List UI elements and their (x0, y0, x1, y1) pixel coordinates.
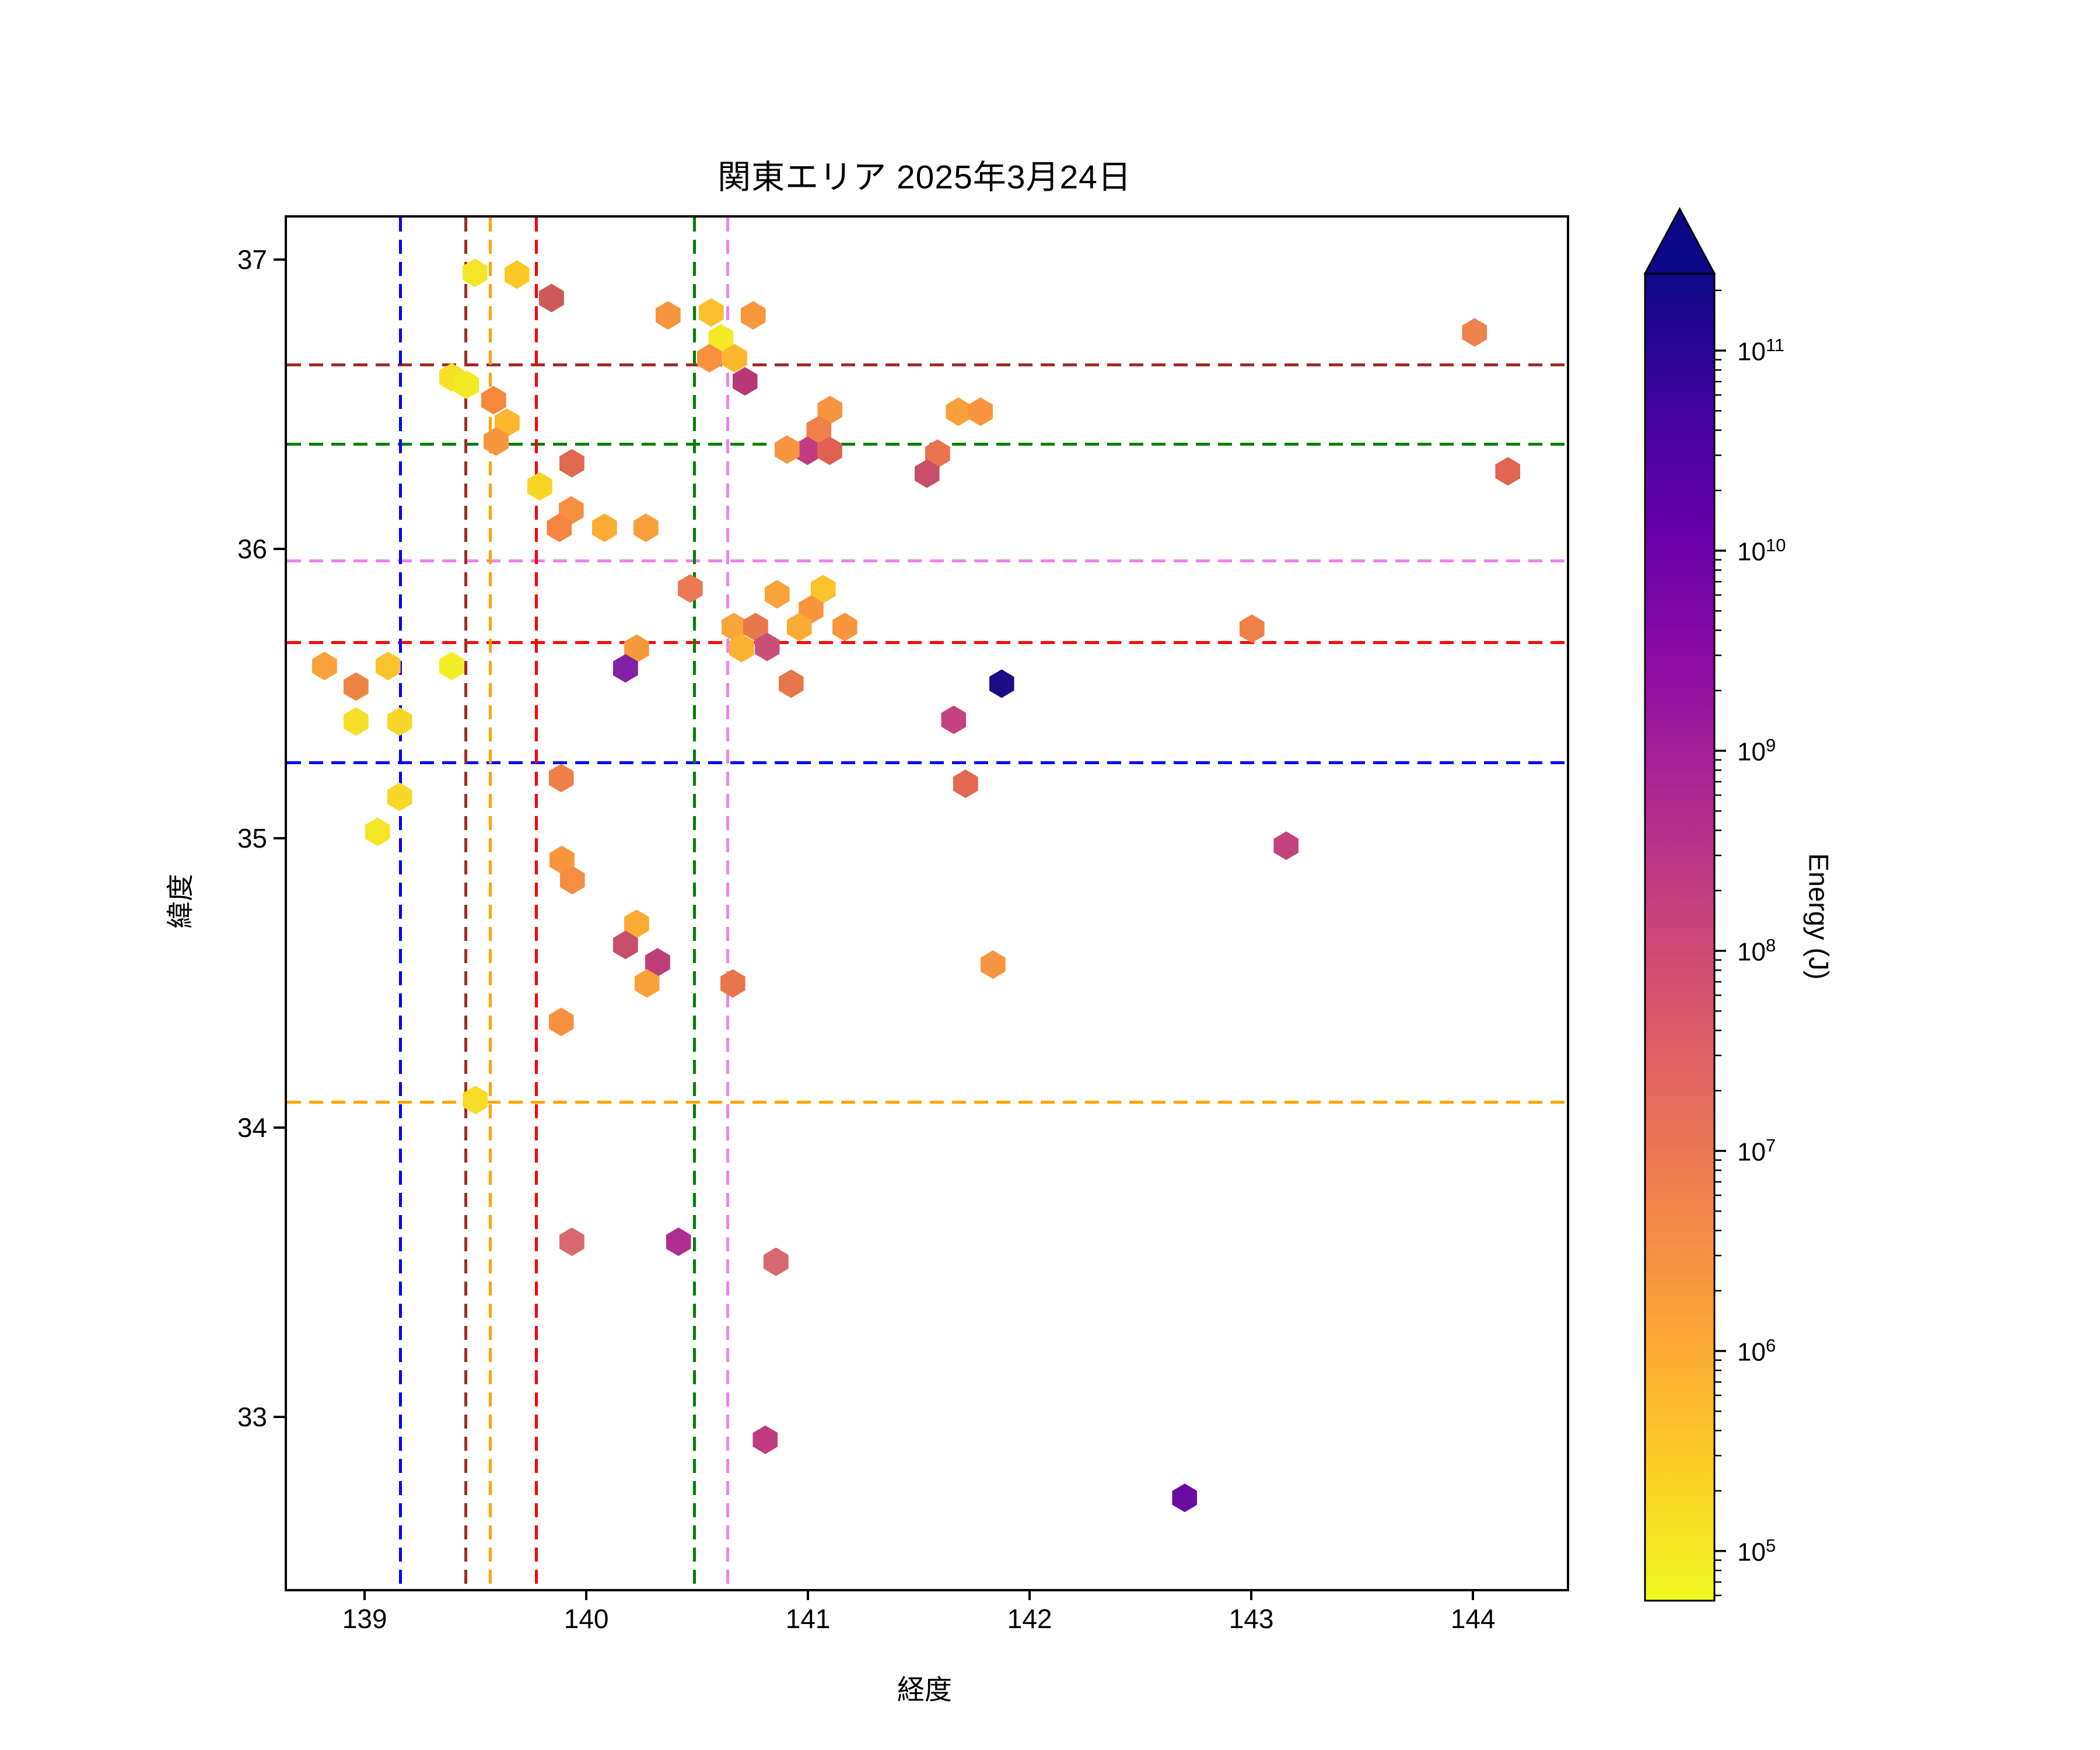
colorbar-extend-arrow (1644, 206, 1716, 275)
colorbar-tick-label: 108 (1737, 935, 1776, 967)
data-point-hexagon (592, 513, 617, 542)
colorbar-tick-label: 1011 (1737, 335, 1785, 366)
data-point-hexagon (698, 298, 724, 327)
reference-line-vertical-green (692, 218, 696, 1589)
y-tick-label: 35 (237, 822, 267, 853)
y-tick-label: 34 (237, 1112, 267, 1143)
data-point-hexagon (375, 652, 401, 681)
x-tick-mark (807, 1589, 810, 1600)
colorbar-gradient-bar (1644, 206, 1726, 1602)
x-tick-label: 143 (1228, 1604, 1274, 1634)
reference-line-horizontal-green (287, 443, 1567, 446)
y-tick-label: 37 (237, 244, 267, 275)
data-point-hexagon (1495, 457, 1521, 486)
reference-line-vertical-dark-red (464, 218, 468, 1589)
data-point-hexagon (1273, 831, 1299, 860)
y-tick-mark (274, 836, 285, 839)
data-point-hexagon (763, 1247, 789, 1276)
data-point-hexagon (387, 782, 412, 811)
data-point-hexagon (666, 1227, 691, 1256)
data-point-hexagon (527, 472, 552, 501)
colorbar-tick-label: 107 (1737, 1135, 1776, 1167)
data-point-hexagon (504, 260, 530, 289)
reference-line-vertical-violet (726, 218, 729, 1589)
x-tick-mark (585, 1589, 588, 1600)
data-point-hexagon (548, 1007, 574, 1037)
data-point-hexagon (343, 707, 369, 736)
reference-line-vertical-red (534, 218, 538, 1589)
reference-line-horizontal-violet (287, 559, 1567, 563)
colorbar-tick-label: 106 (1737, 1335, 1776, 1367)
x-tick-mark (363, 1589, 366, 1600)
data-point-hexagon (1239, 614, 1265, 643)
y-tick-mark (274, 547, 285, 550)
colorbar-tick-label: 105 (1737, 1535, 1776, 1567)
data-point-hexagon (1172, 1483, 1198, 1513)
reference-line-horizontal-dark-red (287, 363, 1567, 367)
chart-title: 関東エリア 2025年3月24日 (718, 159, 1132, 196)
data-point-hexagon (941, 705, 967, 734)
data-point-hexagon (343, 672, 369, 701)
y-tick-label: 36 (237, 533, 267, 564)
data-point-hexagon (365, 817, 390, 846)
colorbar-tick-label: 1010 (1737, 535, 1786, 566)
reference-line-horizontal-red (287, 640, 1567, 644)
x-axis-label: 経度 (897, 1674, 952, 1705)
data-point-hexagon (832, 612, 858, 642)
data-point-hexagon (752, 1425, 778, 1454)
y-tick-label: 33 (237, 1401, 267, 1432)
x-tick-label: 140 (564, 1604, 609, 1634)
data-point-hexagon (774, 435, 800, 464)
x-tick-label: 144 (1450, 1604, 1496, 1634)
x-tick-label: 139 (342, 1604, 387, 1634)
y-tick-mark (274, 1126, 285, 1129)
data-point-hexagon (559, 1227, 584, 1256)
colorbar-tick-label: 109 (1737, 735, 1776, 766)
data-point-hexagon (559, 449, 584, 478)
reference-line-vertical-orange (489, 218, 492, 1589)
data-point-hexagon (778, 669, 804, 698)
x-tick-mark (1472, 1589, 1475, 1600)
x-tick-mark (1028, 1589, 1031, 1600)
data-point-hexagon (538, 284, 564, 313)
reference-line-vertical-blue (399, 218, 402, 1589)
data-point-hexagon (633, 513, 659, 542)
data-point-hexagon (312, 652, 337, 681)
data-point-hexagon (953, 769, 978, 799)
y-tick-mark (274, 1415, 285, 1418)
data-point-hexagon (439, 652, 464, 681)
data-point-hexagon (764, 580, 790, 609)
data-point-hexagon (720, 969, 746, 998)
colorbar-label: Energy (J) (1803, 853, 1835, 980)
data-point-hexagon (980, 950, 1006, 979)
x-tick-mark (1250, 1589, 1253, 1600)
data-point-hexagon (989, 669, 1014, 698)
data-point-hexagon (968, 397, 993, 426)
y-axis-label: 緯度 (164, 874, 196, 929)
data-point-hexagon (946, 397, 971, 426)
data-point-hexagon (655, 301, 681, 330)
data-point-hexagon (387, 707, 412, 736)
reference-line-horizontal-orange (287, 1101, 1567, 1104)
data-point-hexagon (677, 574, 703, 603)
data-point-hexagon (548, 764, 574, 793)
data-point-hexagon (740, 301, 766, 330)
x-tick-label: 141 (785, 1604, 831, 1634)
reference-line-horizontal-blue (287, 761, 1567, 765)
plot-area (285, 215, 1569, 1591)
y-tick-mark (274, 258, 285, 261)
x-tick-label: 142 (1007, 1604, 1052, 1634)
data-point-hexagon (1462, 318, 1488, 347)
data-point-hexagon (481, 386, 506, 415)
